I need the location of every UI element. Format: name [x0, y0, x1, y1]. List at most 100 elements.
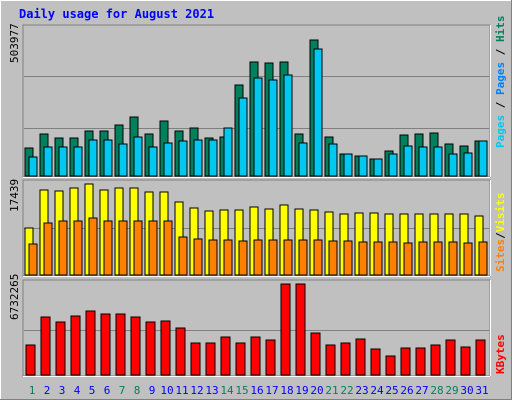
legend-visits: Visits	[494, 193, 507, 233]
x-label-day-4: 4	[74, 384, 81, 397]
x-label-day-2: 2	[44, 384, 51, 397]
x-label-day-27: 27	[415, 384, 428, 397]
x-label-day-25: 25	[385, 384, 398, 397]
bar-sites-day-20	[313, 239, 323, 276]
bar-sites-day-21	[328, 240, 338, 276]
bar-sites-day-3	[58, 220, 68, 276]
bar-kbytes-day-23	[355, 338, 366, 376]
bar-sites-day-26	[403, 242, 413, 276]
bar-pages-day-27	[418, 146, 428, 177]
bar-sites-day-16	[253, 239, 263, 276]
bar-kbytes-day-9	[145, 321, 156, 376]
bar-sites-day-6	[103, 220, 113, 276]
bar-pages-day-5	[88, 139, 98, 177]
bar-pages-day-14	[223, 127, 233, 177]
bar-kbytes-day-30	[460, 346, 471, 376]
x-label-day-24: 24	[370, 384, 384, 397]
bar-pages-day-19	[298, 142, 308, 177]
bar-sites-day-1	[28, 243, 38, 276]
bar-sites-day-10	[163, 220, 173, 276]
x-label-day-30: 30	[460, 384, 473, 397]
x-label-day-22: 22	[340, 384, 353, 397]
legend-sep-2: /	[494, 42, 507, 62]
bar-kbytes-day-2	[40, 316, 51, 376]
bar-sites-day-25	[388, 241, 398, 276]
visits-ymax-label: 17439	[8, 179, 21, 212]
bar-sites-day-19	[298, 239, 308, 276]
bar-pages-day-3	[58, 146, 68, 177]
bar-sites-day-24	[373, 241, 383, 276]
x-label-day-28: 28	[430, 384, 443, 397]
bar-kbytes-day-4	[70, 315, 81, 376]
bar-kbytes-day-1	[25, 344, 36, 376]
bar-pages-day-7	[118, 143, 128, 177]
bar-pages-day-22	[343, 153, 353, 177]
bar-pages-day-11	[178, 140, 188, 177]
bar-pages-day-25	[388, 153, 398, 177]
x-label-day-17: 17	[265, 384, 278, 397]
bar-sites-day-13	[208, 239, 218, 276]
bar-kbytes-day-17	[265, 339, 276, 376]
bar-sites-day-18	[283, 239, 293, 276]
x-label-day-19: 19	[295, 384, 308, 397]
x-label-day-15: 15	[235, 384, 248, 397]
bar-sites-day-27	[418, 241, 428, 276]
bar-kbytes-day-7	[115, 313, 126, 376]
legend-kbytes: KBytes	[494, 334, 507, 374]
bar-pages-day-20	[313, 48, 323, 177]
chart-title: Daily usage for August 2021	[19, 7, 214, 21]
bar-kbytes-day-22	[340, 342, 351, 376]
bar-pages-day-28	[433, 146, 443, 177]
bar-sites-day-12	[193, 238, 203, 276]
x-label-day-16: 16	[250, 384, 263, 397]
bar-pages-day-12	[193, 139, 203, 177]
x-label-day-13: 13	[205, 384, 218, 397]
bar-kbytes-day-26	[400, 347, 411, 376]
x-label-day-11: 11	[175, 384, 188, 397]
bar-sites-day-8	[133, 220, 143, 276]
bar-pages-day-1	[28, 156, 38, 177]
x-label-day-9: 9	[149, 384, 156, 397]
bar-pages-day-6	[103, 139, 113, 177]
x-label-day-5: 5	[89, 384, 96, 397]
bar-sites-day-29	[448, 241, 458, 276]
bar-pages-day-31	[478, 140, 488, 177]
bar-pages-day-29	[448, 153, 458, 177]
bar-pages-day-21	[328, 143, 338, 177]
kbytes-ymax-label: 6732265	[8, 274, 21, 320]
x-label-day-18: 18	[280, 384, 293, 397]
bar-sites-day-11	[178, 236, 188, 276]
bar-sites-day-7	[118, 220, 128, 276]
bar-pages-day-8	[133, 136, 143, 177]
bar-kbytes-day-20	[310, 332, 321, 376]
x-label-day-20: 20	[310, 384, 323, 397]
bar-sites-day-15	[238, 240, 248, 276]
bar-pages-day-10	[163, 142, 173, 177]
x-label-day-3: 3	[59, 384, 66, 397]
bar-sites-day-4	[73, 220, 83, 276]
bar-kbytes-day-29	[445, 339, 456, 376]
x-axis-labels: 1 2 3 4 5 6 7 8 9 10 11 12 13 14 15 16 17 18 19 20 21 22 23 24 2…	[29, 384, 489, 397]
bar-kbytes-day-13	[205, 342, 216, 376]
legend-visits-sites: Sites/Visits	[494, 193, 507, 273]
bar-pages-day-4	[73, 146, 83, 177]
bar-kbytes-day-5	[85, 310, 96, 376]
bar-kbytes-day-24	[370, 348, 381, 376]
bar-kbytes-day-11	[175, 327, 186, 376]
bar-sites-day-17	[268, 239, 278, 276]
legend-hits: Hits	[494, 16, 507, 43]
bar-kbytes-day-15	[235, 342, 246, 376]
bar-sites-day-31	[478, 241, 488, 276]
x-label-day-7: 7	[119, 384, 126, 397]
x-label-day-14: 14	[220, 384, 234, 397]
x-label-day-29: 29	[445, 384, 458, 397]
legend-sep-1: /	[494, 95, 507, 115]
legend-sep-3: /	[494, 232, 507, 239]
bar-kbytes-day-10	[160, 320, 171, 376]
legend-pages: Pages	[494, 115, 507, 148]
x-label-day-21: 21	[325, 384, 338, 397]
legend-sites: Sites	[494, 239, 507, 272]
bar-sites-day-23	[358, 241, 368, 276]
bar-pages-day-17	[268, 79, 278, 177]
